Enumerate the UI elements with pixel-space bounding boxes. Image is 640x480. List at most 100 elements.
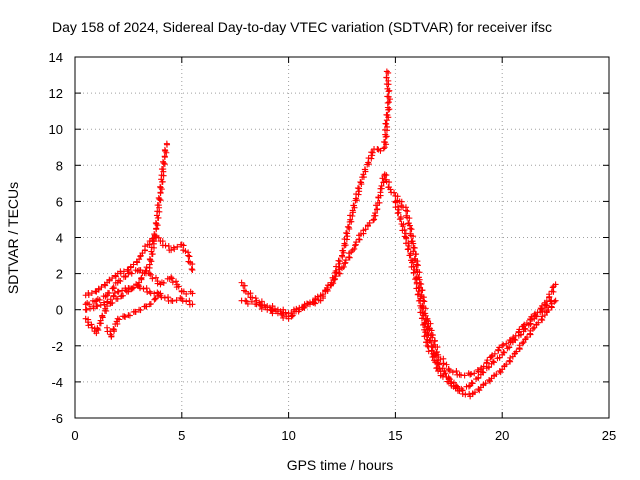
data-point [344,223,351,230]
data-point [97,317,104,324]
data-point [342,257,349,264]
data-point [430,353,437,360]
data-point [171,246,178,253]
data-point [419,287,426,294]
data-point [419,315,426,322]
data-point [512,332,519,339]
data-point [471,389,478,396]
data-point [403,207,410,214]
data-point [88,290,95,297]
data-point [357,179,364,186]
data-point [385,99,392,106]
data-point [314,293,321,300]
data-point [151,296,158,303]
data-point [420,312,427,319]
data-point [278,310,285,317]
data-point [467,371,474,378]
data-point [161,146,168,153]
data-point [550,288,557,295]
data-point [524,334,531,341]
data-point [535,319,542,326]
data-point [447,376,453,383]
data-point [152,295,159,302]
data-point [436,361,443,368]
data-point [355,191,362,198]
data-point [134,268,141,275]
data-point [443,361,450,368]
data-point [151,231,158,238]
data-point [106,290,113,297]
data-point [138,274,145,281]
data-point [244,300,251,307]
data-point [96,296,103,303]
data-point [484,357,491,364]
series-5 [104,290,164,340]
data-point [369,149,376,156]
data-point [485,363,492,370]
data-point [352,242,359,249]
data-point [480,369,487,376]
data-point [341,260,348,267]
data-point [384,123,391,130]
data-point [423,339,430,346]
data-point [519,340,526,347]
data-point [501,349,508,356]
data-point [371,212,378,219]
data-point [320,293,327,300]
data-point [122,314,129,321]
data-point [503,340,510,347]
data-point [506,357,513,364]
data-point [303,300,310,307]
data-point [423,332,430,339]
data-point [391,189,398,196]
data-point [384,93,391,100]
data-point [405,239,412,246]
data-point [160,160,167,167]
data-point [120,268,127,275]
data-point [104,298,111,305]
data-point [416,288,423,295]
data-point [523,320,530,327]
data-point [469,380,476,387]
data-point [490,359,497,366]
data-point [500,341,507,348]
data-point [420,321,427,328]
data-point [418,305,425,312]
data-point [415,285,422,292]
data-point [112,273,119,280]
data-point [446,367,453,374]
data-point [480,363,487,370]
data-point [267,306,274,313]
data-point [429,354,436,361]
data-point [121,313,128,320]
data-point [89,324,96,331]
chart-title: Day 158 of 2024, Sidereal Day-to-day VTE… [52,19,552,35]
data-point [183,298,190,305]
data-point [475,374,482,381]
data-point [396,216,403,223]
data-point [161,294,168,301]
data-point [114,315,121,322]
data-point [114,295,121,302]
data-point [461,372,468,379]
data-point [146,238,153,245]
data-point [549,284,556,291]
data-point [106,277,113,284]
data-point [449,369,456,376]
data-point [289,312,296,319]
data-point [154,280,161,287]
data-point [406,252,413,259]
data-point [256,301,263,308]
data-point [468,371,475,378]
data-point [394,203,401,210]
data-point [127,264,134,271]
data-point [94,303,101,310]
data-point [257,302,264,309]
data-point [102,282,109,289]
y-tick-label: 8 [56,158,63,173]
data-point [155,194,162,201]
data-point [269,310,276,317]
data-point [160,279,167,286]
data-point [134,259,141,266]
